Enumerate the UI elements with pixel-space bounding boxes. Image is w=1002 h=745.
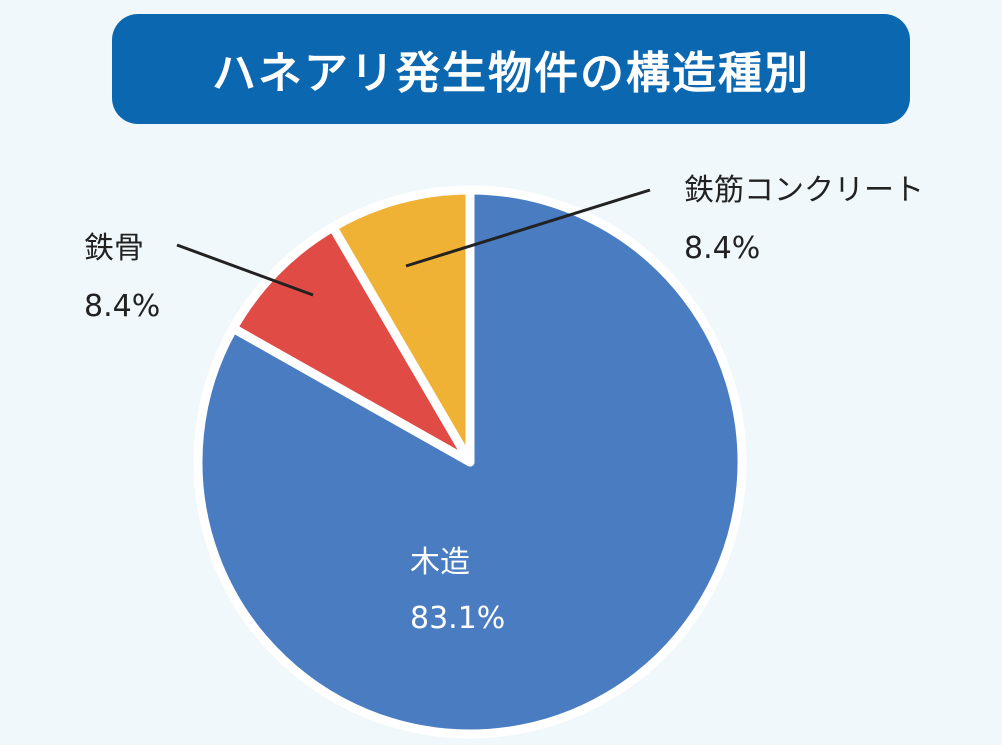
slice-value-rc: 8.4%	[684, 231, 760, 266]
pie-slices	[193, 185, 747, 739]
leader-lines	[176, 188, 651, 297]
slice-label-rc: 鉄筋コンクリート	[684, 173, 924, 208]
leader-line-steel	[176, 243, 314, 297]
leader-line-rc	[405, 188, 651, 268]
slice-value-steel: 8.4%	[84, 289, 160, 324]
pie-slice-steel	[228, 222, 475, 467]
slice-label-steel: 鉄骨	[84, 231, 144, 266]
pie-labels: 鉄筋コンクリート 8.4% 鉄骨 8.4% 木造 83.1%	[84, 173, 924, 636]
slice-label-wood: 木造	[410, 545, 470, 580]
chart-title: ハネアリ発生物件の構造種別	[212, 48, 810, 99]
slice-value-wood: 83.1%	[410, 601, 505, 636]
chart-title-banner: ハネアリ発生物件の構造種別	[112, 14, 910, 124]
